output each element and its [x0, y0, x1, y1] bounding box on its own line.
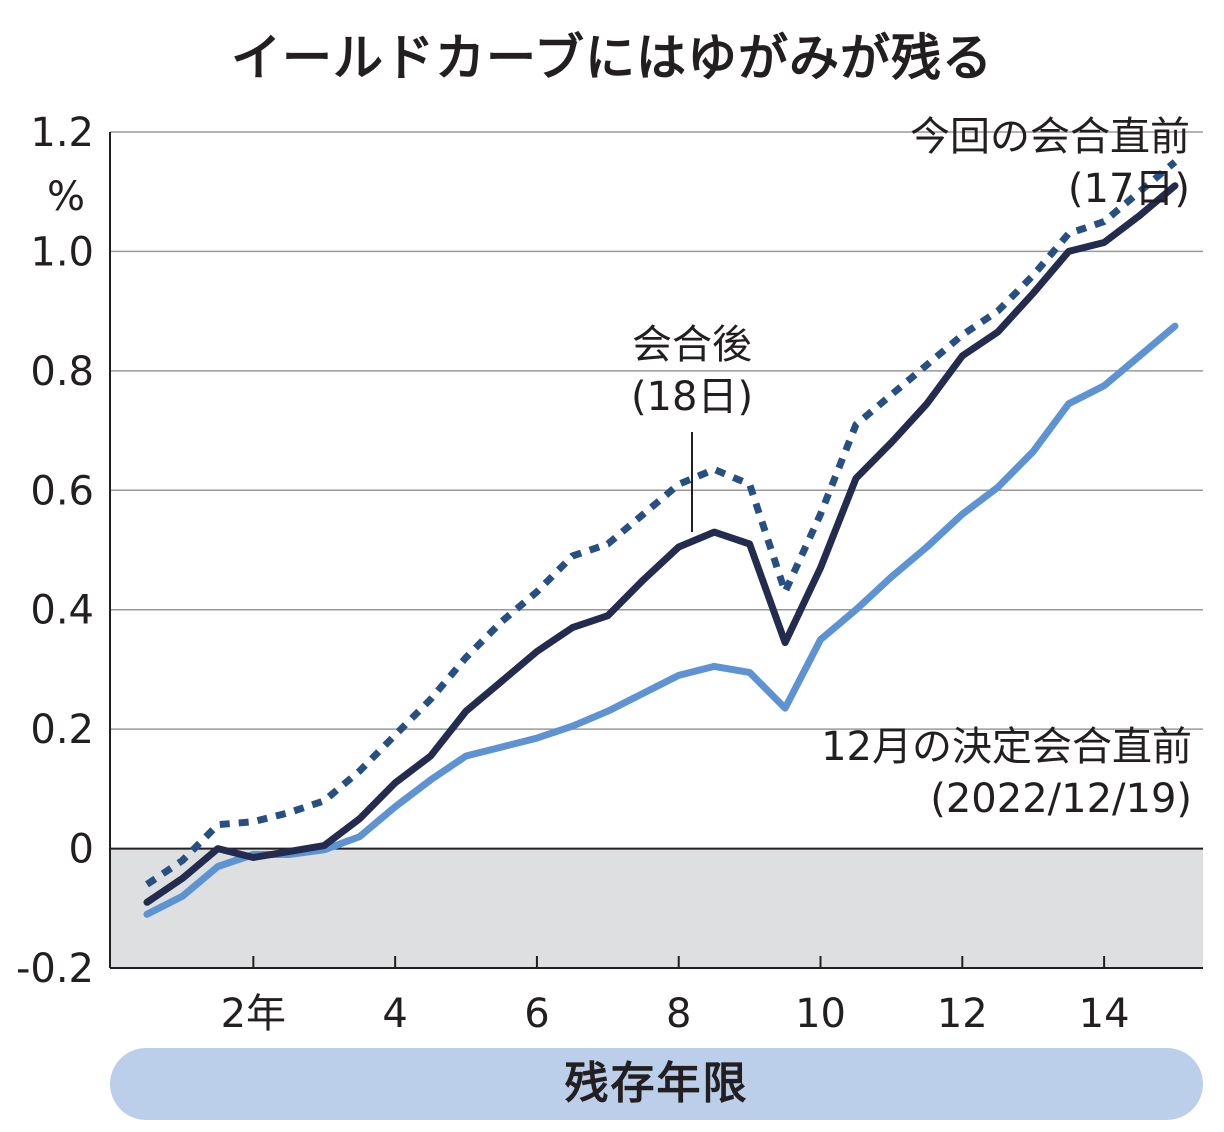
x-tick-label: 12 [937, 991, 988, 1037]
annotation-label: (17日) [1068, 166, 1190, 212]
y-tick-label: 1.0 [30, 229, 94, 275]
x-tick-label: 8 [666, 991, 691, 1037]
annotation-label: 12月の決定会合直前 [821, 724, 1192, 770]
tick-labels: -0.2 0 0.2 0.4 0.6 0.8 1.0 1.2% 2年 4 6 8 10 12 14 [16, 110, 1130, 1037]
y-tick-label: 0.2 [30, 707, 94, 753]
x-axis-label: 残存年限 [564, 1058, 749, 1109]
chart-title: イールドカーブにはゆがみが残る [231, 29, 993, 87]
annotation-label: 会合後 [632, 322, 752, 368]
annotations: 今回の会合直前 (17日) 会合後 (18日) 12月の決定会合直前 (2022/12/1… [631, 114, 1192, 822]
annotation-label: 今回の会合直前 [910, 114, 1190, 160]
y-tick-label: 0.4 [30, 588, 94, 634]
x-tick-label: 2年 [221, 991, 286, 1037]
axes [109, 132, 1203, 969]
negative-yield-region [110, 848, 1203, 968]
annotation-label: (2022/12/19) [930, 776, 1192, 822]
y-tick-label: 0.8 [30, 349, 94, 395]
x-axis-label-bar: 残存年限 [110, 1048, 1203, 1120]
y-tick-label: 0 [69, 827, 94, 873]
y-tick-label: -0.2 [16, 946, 94, 992]
series-lines [143, 159, 1179, 918]
series-line-0 [145, 159, 1178, 888]
annotation-label: (18日) [631, 374, 753, 420]
y-tick-label: 1.2 [30, 110, 94, 156]
series-line-2 [143, 322, 1179, 918]
series-line-1 [143, 182, 1179, 906]
x-tick-label: 6 [524, 991, 549, 1037]
x-tick-label: 14 [1079, 991, 1130, 1037]
x-tick-label: 4 [382, 991, 407, 1037]
x-tick-label: 10 [795, 991, 846, 1037]
y-tick-label: 0.6 [30, 468, 94, 514]
y-axis-unit: % [47, 174, 85, 220]
